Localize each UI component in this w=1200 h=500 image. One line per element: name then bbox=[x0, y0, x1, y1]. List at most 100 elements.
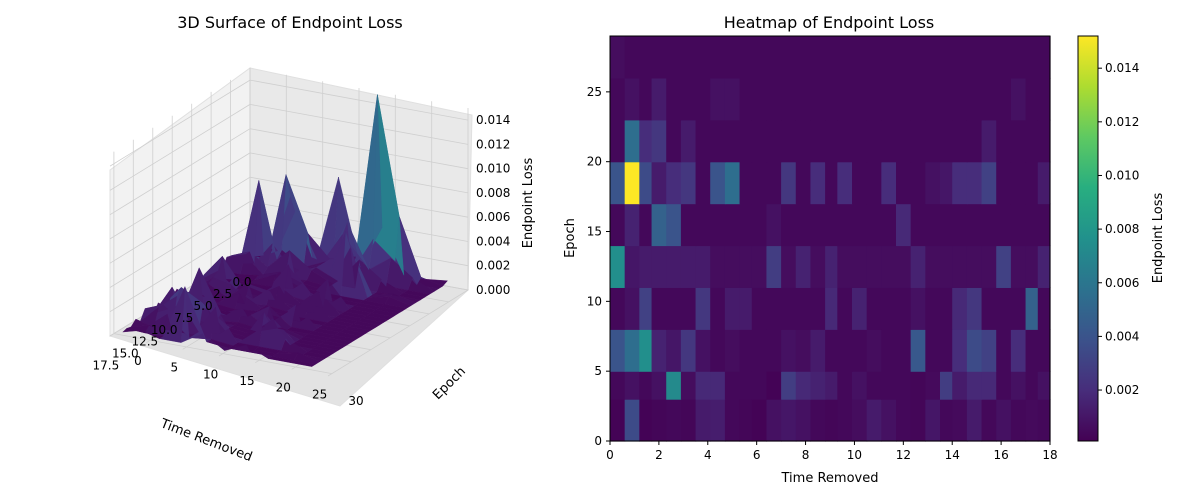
heatmap-cell bbox=[981, 77, 997, 121]
heatmap-cell bbox=[1010, 77, 1027, 121]
heatmap-cell bbox=[795, 371, 812, 400]
heatmap-cell bbox=[680, 119, 697, 163]
heatmap-cell bbox=[866, 329, 882, 372]
heatmap-cell bbox=[781, 329, 797, 372]
heatmap-cell bbox=[680, 77, 697, 121]
heatmap-cell bbox=[966, 203, 983, 247]
heatmap-cell bbox=[925, 371, 941, 400]
heatmap-cell bbox=[1025, 119, 1039, 163]
heatmap-cell bbox=[610, 245, 626, 288]
heatmap-cell bbox=[852, 287, 868, 330]
heatmap-cell bbox=[981, 371, 997, 400]
heatmap-cell bbox=[766, 119, 782, 163]
heatmap-x-tick-label: 10 bbox=[847, 448, 862, 462]
surface-z-tick-label: 0.014 bbox=[476, 113, 510, 127]
heatmap-y-tick-label: 20 bbox=[587, 155, 602, 169]
heatmap-cell bbox=[1025, 203, 1039, 247]
heatmap-cell bbox=[852, 329, 868, 372]
heatmap-cell bbox=[852, 245, 868, 288]
heatmap-cell bbox=[1025, 36, 1039, 79]
heatmap-cell bbox=[825, 161, 838, 205]
heatmap-cell bbox=[910, 119, 926, 163]
grid-line bbox=[327, 289, 469, 377]
heatmap-cell bbox=[766, 203, 782, 247]
heatmap-cell bbox=[881, 203, 897, 247]
heatmap-cell bbox=[695, 77, 711, 121]
surface-zlabel: Endpoint Loss bbox=[521, 158, 536, 249]
heatmap-cell bbox=[680, 329, 697, 372]
heatmap-cell bbox=[996, 36, 1012, 79]
heatmap-cell bbox=[896, 399, 912, 442]
heatmap-cell bbox=[837, 36, 853, 79]
heatmap-cell bbox=[739, 203, 753, 247]
heatmap-cell bbox=[651, 77, 667, 121]
heatmap-cell bbox=[910, 287, 926, 330]
heatmap-cell bbox=[1010, 36, 1027, 79]
heatmap-x-ticks: 0 2 4 6 8 10 12 14 16 18 bbox=[606, 441, 1058, 462]
heatmap-cell bbox=[940, 119, 953, 163]
heatmap-cell bbox=[981, 203, 997, 247]
heatmap-cell bbox=[724, 287, 741, 330]
heatmap-x-tick-label: 4 bbox=[704, 448, 712, 462]
heatmap-cell bbox=[680, 203, 697, 247]
heatmap-cell bbox=[810, 329, 826, 372]
heatmap-cell bbox=[925, 329, 941, 372]
heatmap-cell bbox=[624, 287, 640, 330]
heatmap-cell bbox=[966, 161, 983, 205]
heatmap-cell bbox=[795, 287, 812, 330]
heatmap-cell bbox=[781, 77, 797, 121]
heatmap-cell bbox=[810, 36, 826, 79]
heatmap-cell bbox=[940, 287, 953, 330]
heatmap-cell bbox=[651, 119, 667, 163]
heatmap-cell bbox=[1010, 119, 1027, 163]
heatmap-cell bbox=[881, 399, 897, 442]
heatmap-cell bbox=[952, 203, 968, 247]
heatmap-cell bbox=[795, 36, 812, 79]
heatmap-cell bbox=[966, 287, 983, 330]
heatmap-cell bbox=[680, 245, 697, 288]
heatmap-cell bbox=[695, 399, 711, 442]
heatmap-cell bbox=[724, 161, 741, 205]
heatmap-cell bbox=[1025, 287, 1039, 330]
heatmap-cell bbox=[751, 36, 768, 79]
heatmap-cell bbox=[837, 329, 853, 372]
heatmap-cell bbox=[710, 36, 726, 79]
heatmap-cell bbox=[724, 329, 741, 372]
heatmap-cell bbox=[1010, 329, 1027, 372]
heatmap-cell bbox=[710, 245, 726, 288]
heatmap-cell bbox=[1037, 287, 1051, 330]
heatmap-cell bbox=[739, 77, 753, 121]
heatmap-frame bbox=[609, 35, 1051, 442]
surface-z-tick-label: 0.008 bbox=[476, 186, 510, 200]
colorbar-tick-label: 0.014 bbox=[1105, 61, 1139, 75]
heatmap-cell bbox=[925, 245, 941, 288]
heatmap-cell bbox=[881, 161, 897, 205]
heatmap-cell bbox=[810, 203, 826, 247]
heatmap-cell bbox=[710, 287, 726, 330]
heatmap-cell bbox=[739, 161, 753, 205]
heatmap-cell bbox=[766, 77, 782, 121]
heatmap-cell bbox=[810, 245, 826, 288]
heatmap-cell bbox=[639, 329, 653, 372]
heatmap-cell bbox=[710, 371, 726, 400]
heatmap-cell bbox=[896, 119, 912, 163]
heatmap-cell bbox=[966, 77, 983, 121]
heatmap-cell bbox=[1010, 245, 1027, 288]
heatmap-cell bbox=[952, 36, 968, 79]
heatmap-cell bbox=[952, 399, 968, 442]
heatmap-cell bbox=[624, 245, 640, 288]
heatmap-cell bbox=[610, 119, 626, 163]
heatmap-cell bbox=[910, 203, 926, 247]
surface-x-tick-label: 2.5 bbox=[213, 287, 232, 301]
heatmap-cell bbox=[751, 329, 768, 372]
heatmap-cell bbox=[680, 287, 697, 330]
heatmap-cell bbox=[610, 287, 626, 330]
heatmap-cell bbox=[666, 329, 682, 372]
heatmap-cell bbox=[981, 329, 997, 372]
heatmap-cell bbox=[695, 119, 711, 163]
heatmap-x-tick-label: 8 bbox=[802, 448, 810, 462]
heatmap-ylabel: Epoch bbox=[563, 218, 578, 258]
heatmap-cell bbox=[610, 371, 626, 400]
heatmap-cell bbox=[695, 36, 711, 79]
heatmap-cell bbox=[852, 119, 868, 163]
